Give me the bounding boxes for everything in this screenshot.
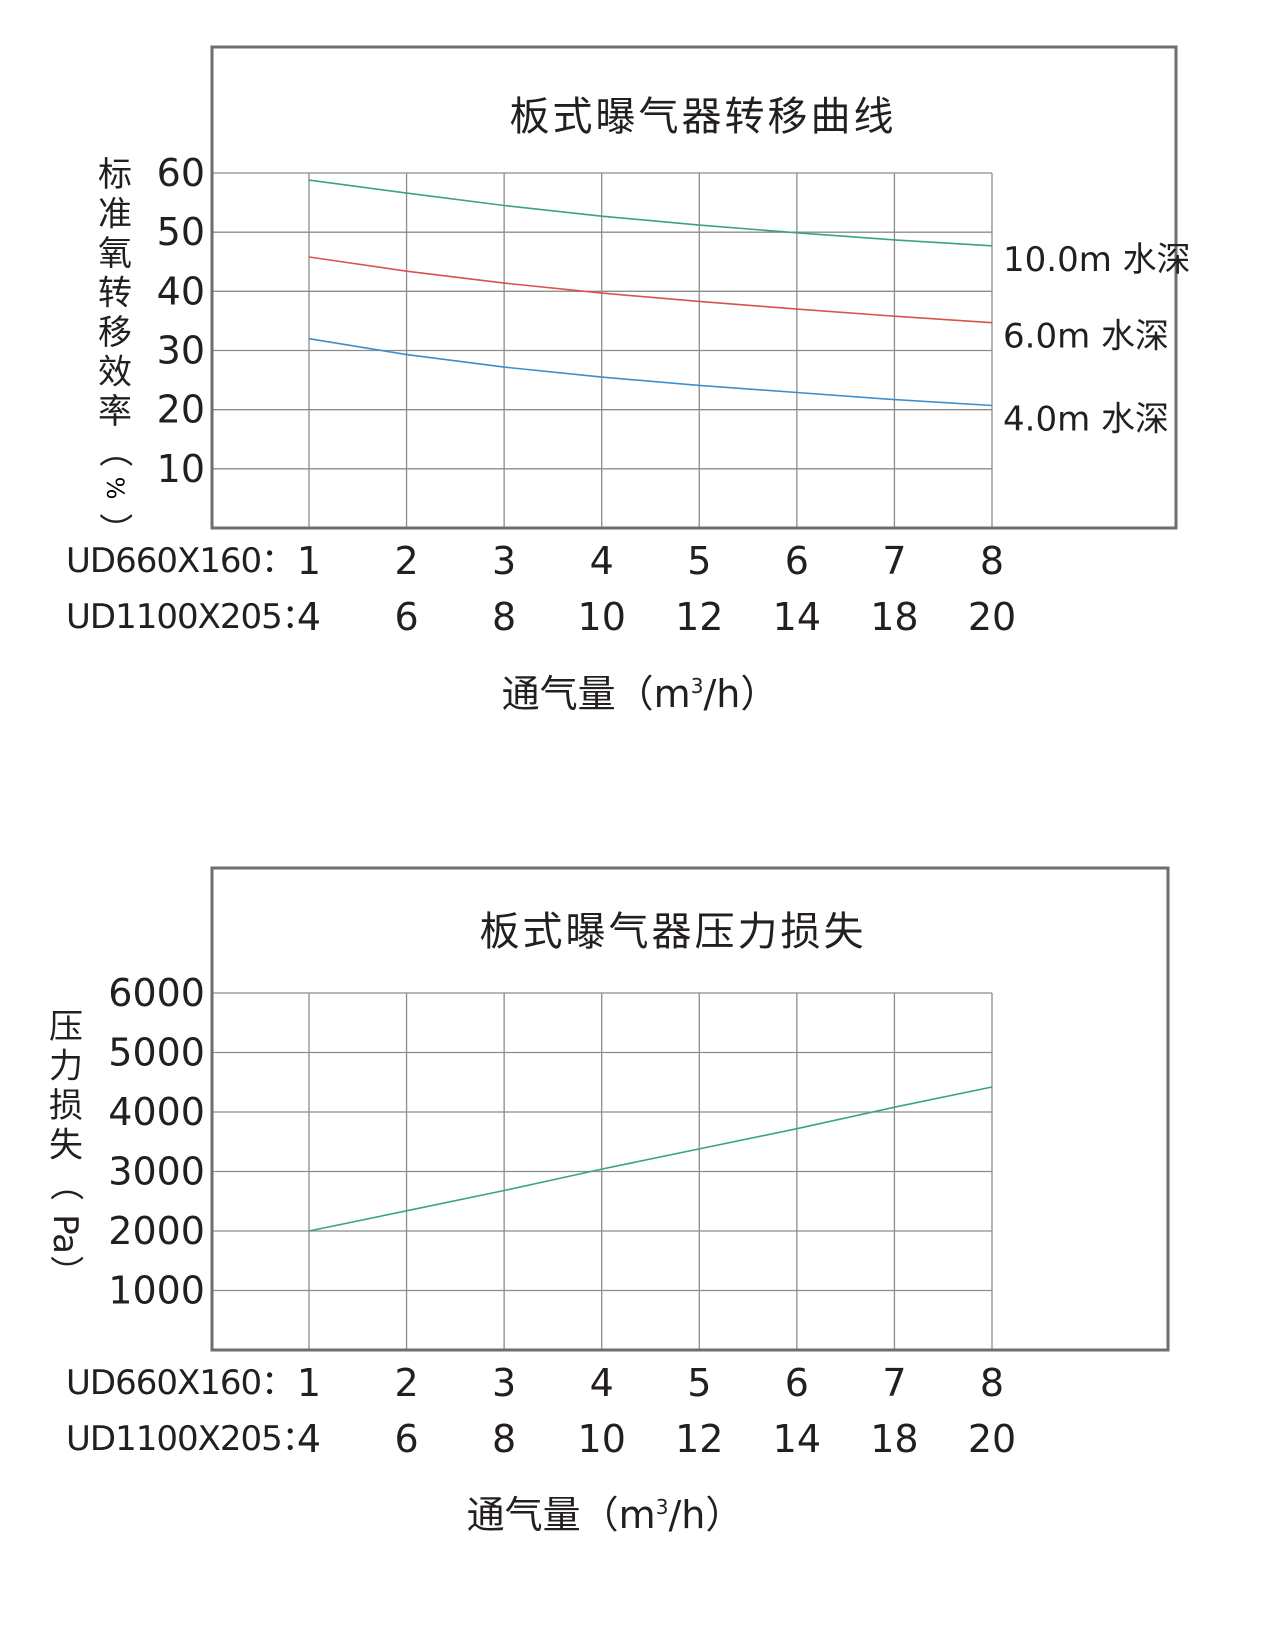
chart-frame (210, 45, 1178, 530)
x-tick-label: 4 (590, 539, 614, 583)
x-tick-label: 18 (870, 1417, 918, 1461)
y-axis-label-char: （ (45, 1167, 85, 1201)
x-tick-label: 7 (882, 539, 906, 583)
x-tick-label: 6 (785, 1361, 809, 1405)
series-label: 10.0m 水深 (1003, 240, 1191, 280)
y-axis-label-char: ） (45, 1255, 85, 1289)
y-axis-label-char: 效 (98, 353, 132, 393)
x-tick-label: 2 (394, 539, 418, 583)
y-axis-label-char: % (101, 477, 129, 500)
y-axis-label-char: 失 (49, 1126, 83, 1166)
y-tick-label: 5000 (108, 1031, 205, 1075)
x-tick-label: 1 (297, 539, 321, 583)
x-tick-label: 14 (773, 595, 821, 639)
x-row-label: UD1100X205： (66, 1419, 315, 1459)
series-line (308, 337, 993, 407)
x-tick-label: 14 (773, 1417, 821, 1461)
x-row-label: UD1100X205： (66, 597, 315, 637)
series-line (308, 256, 993, 324)
x-tick-label: 2 (394, 1361, 418, 1405)
y-axis-label-char: 准 (98, 195, 132, 235)
x-row-label: UD660X160： (66, 541, 294, 581)
y-axis-label-char: 移 (98, 313, 132, 353)
y-tick-label: 60 (157, 151, 205, 195)
y-tick-label: 4000 (108, 1090, 205, 1134)
x-tick-label: 8 (492, 1417, 516, 1461)
y-tick-label: 20 (157, 388, 205, 432)
chart-frame (210, 866, 1170, 1352)
y-axis-label-char: 损 (49, 1086, 83, 1126)
y-axis-label-char: 压 (49, 1007, 83, 1047)
x-tick-label: 8 (980, 539, 1004, 583)
x-tick-label: 6 (394, 595, 418, 639)
x-tick-label: 12 (675, 595, 723, 639)
x-axis-title: 通气量（m3/h） (467, 1493, 744, 1537)
y-axis-label-char: Pa (45, 1214, 85, 1254)
y-tick-label: 40 (157, 269, 205, 313)
x-tick-label: 20 (968, 595, 1016, 639)
x-tick-label: 12 (675, 1417, 723, 1461)
x-row-label: UD660X160： (66, 1363, 294, 1403)
y-tick-label: 10 (157, 447, 205, 491)
x-tick-label: 4 (297, 1417, 321, 1461)
x-tick-label: 8 (980, 1361, 1004, 1405)
y-axis-label-char: ） (94, 513, 134, 547)
x-tick-label: 1 (297, 1361, 321, 1405)
x-tick-label: 20 (968, 1417, 1016, 1461)
series-line (308, 1086, 993, 1232)
x-axis-title: 通气量（m3/h） (502, 672, 779, 716)
y-tick-label: 50 (157, 210, 205, 254)
x-tick-label: 6 (394, 1417, 418, 1461)
x-tick-label: 5 (687, 1361, 711, 1405)
y-tick-label: 6000 (108, 971, 205, 1015)
chart-title: 板式曝气器压力损失 (480, 909, 867, 955)
y-tick-label: 1000 (108, 1269, 205, 1313)
y-axis-label-char: 转 (98, 274, 132, 314)
x-tick-label: 18 (870, 595, 918, 639)
y-axis-label-char: 力 (49, 1047, 83, 1087)
series-line (308, 179, 993, 247)
x-tick-label: 10 (578, 1417, 626, 1461)
x-tick-label: 10 (578, 595, 626, 639)
x-tick-label: 3 (492, 1361, 516, 1405)
x-tick-label: 4 (297, 595, 321, 639)
series-label: 6.0m 水深 (1003, 317, 1169, 357)
x-tick-label: 3 (492, 539, 516, 583)
y-axis-label-char: 标 (98, 155, 132, 195)
y-axis-label-char: 率 (98, 392, 132, 432)
x-tick-label: 5 (687, 539, 711, 583)
x-tick-label: 4 (590, 1361, 614, 1405)
y-tick-label: 30 (157, 329, 205, 373)
chart-title: 板式曝气器转移曲线 (510, 94, 897, 140)
series-label: 4.0m 水深 (1003, 400, 1169, 440)
y-tick-label: 3000 (108, 1150, 205, 1194)
y-axis-label-char: （ (94, 434, 134, 468)
x-tick-label: 6 (785, 539, 809, 583)
x-tick-label: 7 (882, 1361, 906, 1405)
y-tick-label: 2000 (108, 1209, 205, 1253)
x-tick-label: 8 (492, 595, 516, 639)
y-axis-label-char: 氧 (98, 234, 132, 274)
